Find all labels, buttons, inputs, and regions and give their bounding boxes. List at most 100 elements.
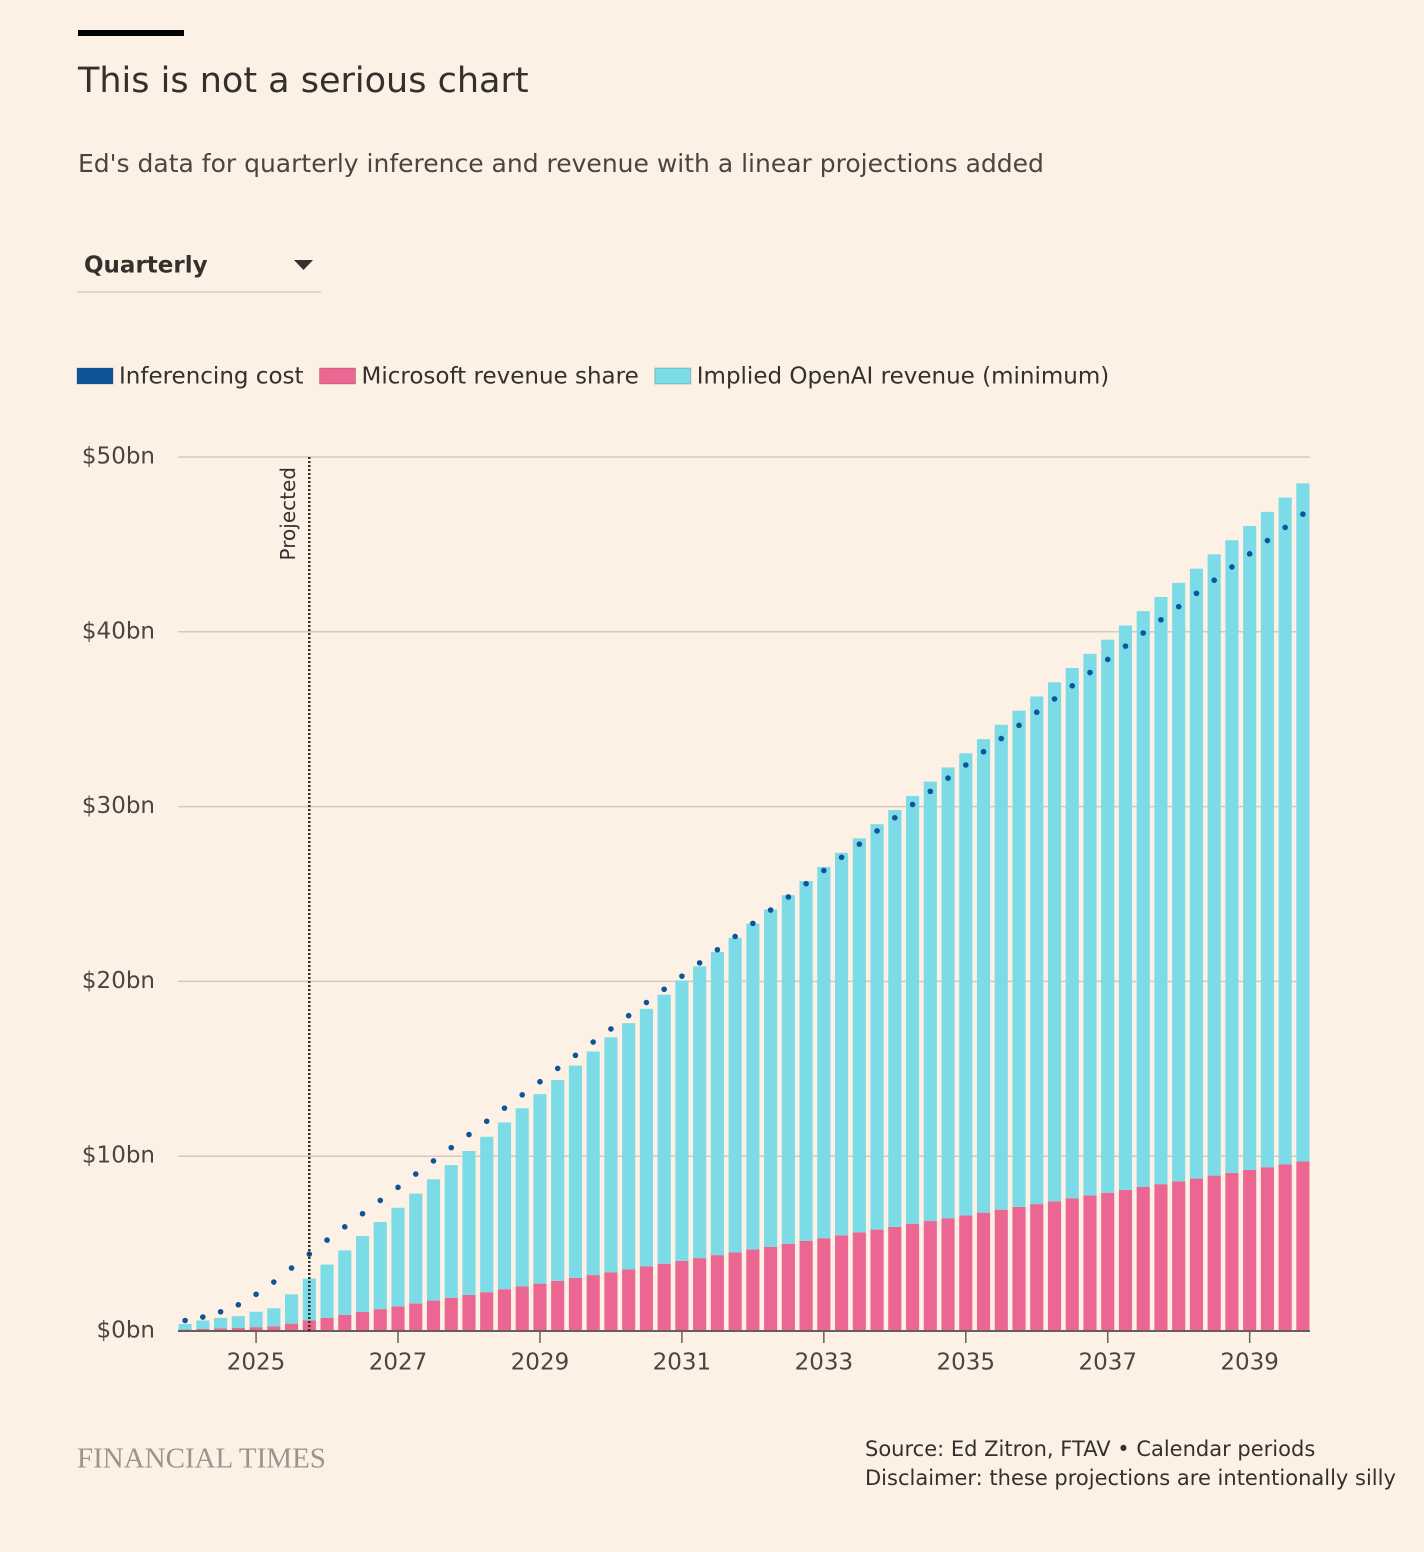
y-tick-label: $30bn bbox=[82, 793, 155, 819]
bar bbox=[1154, 597, 1168, 1185]
bar bbox=[1012, 1206, 1026, 1331]
bar bbox=[355, 1236, 370, 1312]
bar bbox=[267, 1326, 281, 1331]
dot bbox=[962, 762, 969, 768]
dot bbox=[253, 1291, 259, 1298]
bar bbox=[923, 781, 937, 1222]
dot bbox=[1175, 603, 1182, 610]
bar bbox=[497, 1122, 512, 1290]
x-tick-label: 2033 bbox=[795, 1350, 854, 1376]
bar bbox=[391, 1306, 405, 1331]
bar bbox=[799, 881, 813, 1241]
bar bbox=[1225, 540, 1239, 1173]
bar bbox=[746, 1249, 760, 1331]
bar bbox=[764, 1246, 778, 1331]
dot bbox=[271, 1279, 277, 1285]
dot bbox=[1158, 616, 1164, 623]
bar bbox=[604, 1272, 618, 1331]
dot bbox=[448, 1144, 455, 1151]
legend-swatch bbox=[76, 367, 114, 385]
bar bbox=[214, 1328, 228, 1331]
top-rule bbox=[78, 30, 184, 36]
bar bbox=[1172, 582, 1186, 1182]
bar bbox=[214, 1317, 228, 1329]
dot bbox=[785, 894, 792, 900]
bar bbox=[923, 1221, 937, 1331]
dot bbox=[732, 933, 738, 940]
dot bbox=[679, 973, 685, 979]
dropdown[interactable]: Quarterly bbox=[77, 253, 321, 293]
bar bbox=[675, 1260, 689, 1331]
bar bbox=[888, 810, 902, 1227]
bar bbox=[568, 1277, 583, 1331]
bar bbox=[1118, 1189, 1133, 1331]
dot bbox=[182, 1317, 188, 1324]
bar bbox=[267, 1308, 281, 1327]
bar bbox=[409, 1303, 423, 1331]
bar bbox=[568, 1065, 583, 1278]
dot bbox=[395, 1184, 401, 1191]
x-tick-label: 2037 bbox=[1078, 1350, 1137, 1376]
bar bbox=[1136, 1186, 1150, 1331]
dot bbox=[537, 1078, 543, 1085]
bar bbox=[444, 1165, 458, 1298]
bar bbox=[1278, 497, 1292, 1165]
bar bbox=[1101, 1192, 1115, 1331]
projected-label: Projected bbox=[276, 467, 300, 560]
chart-title: This is not a serious chart bbox=[77, 61, 529, 101]
bar bbox=[338, 1314, 352, 1331]
bar bbox=[480, 1136, 494, 1293]
dot bbox=[1122, 643, 1129, 649]
bar bbox=[533, 1094, 547, 1284]
legend-label: Microsoft revenue share bbox=[362, 364, 639, 390]
plot-area: $0bn $10bn $20bn $30bn $40bn $50bn 2025 2027 202… bbox=[82, 444, 1310, 1376]
dot bbox=[803, 880, 809, 887]
bar bbox=[1260, 1167, 1274, 1331]
dropdown-arrow[interactable] bbox=[294, 260, 313, 270]
bar bbox=[1118, 625, 1133, 1190]
dot bbox=[1016, 722, 1022, 729]
dot bbox=[235, 1301, 242, 1308]
bar bbox=[551, 1079, 565, 1281]
dot bbox=[874, 828, 880, 834]
dot bbox=[501, 1105, 508, 1111]
dot bbox=[643, 999, 650, 1006]
bar bbox=[852, 838, 866, 1233]
bar bbox=[746, 923, 760, 1250]
dot bbox=[892, 814, 898, 821]
bar bbox=[1030, 1204, 1044, 1331]
bar bbox=[302, 1278, 316, 1321]
dot bbox=[519, 1092, 526, 1098]
bar bbox=[1136, 611, 1150, 1187]
dot bbox=[1211, 577, 1217, 584]
legend-label: Inferencing cost bbox=[119, 364, 304, 390]
bar bbox=[409, 1193, 423, 1304]
bar bbox=[1030, 696, 1044, 1205]
bar bbox=[994, 724, 1008, 1210]
bar bbox=[710, 952, 724, 1256]
bar bbox=[1189, 568, 1204, 1179]
dropdown-label[interactable]: Quarterly bbox=[84, 253, 208, 279]
x-tick-label: 2027 bbox=[369, 1350, 428, 1376]
bar bbox=[1083, 653, 1097, 1196]
bar bbox=[284, 1323, 299, 1331]
bar bbox=[462, 1150, 476, 1295]
dot bbox=[980, 748, 987, 755]
dot bbox=[856, 841, 863, 847]
dot bbox=[1033, 709, 1040, 716]
bar bbox=[1012, 710, 1026, 1207]
y-tick-label: $0bn bbox=[97, 1318, 155, 1344]
dot bbox=[608, 1026, 614, 1032]
y-tick-label: $40bn bbox=[82, 618, 155, 644]
dot bbox=[483, 1118, 490, 1125]
bar bbox=[373, 1221, 387, 1310]
bar bbox=[693, 1258, 707, 1331]
bar bbox=[1296, 1161, 1310, 1331]
dot bbox=[1193, 590, 1200, 597]
bar bbox=[976, 739, 991, 1213]
bar bbox=[622, 1023, 636, 1270]
bar bbox=[905, 795, 920, 1225]
x-tick-label: 2039 bbox=[1220, 1350, 1279, 1376]
x-tick-label: 2029 bbox=[511, 1350, 570, 1376]
dot bbox=[1087, 669, 1093, 676]
